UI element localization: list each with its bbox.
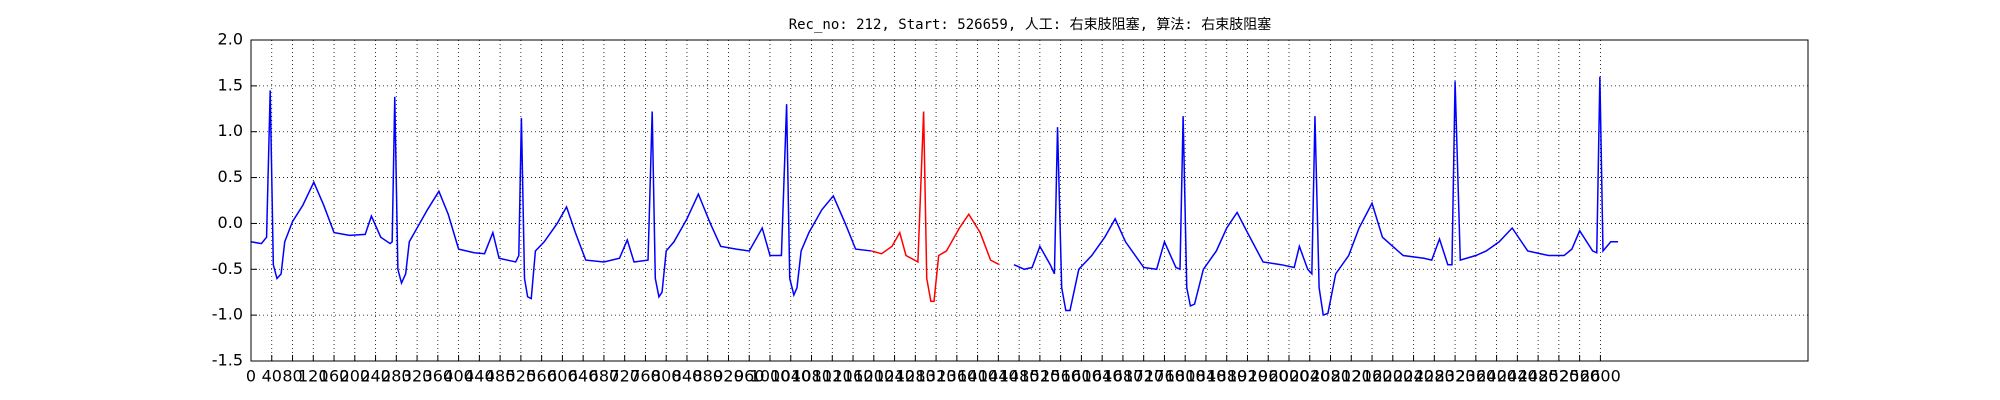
y-tick-label: 0.5 (218, 167, 243, 186)
x-tick-label: 1240 (874, 367, 915, 386)
x-tick-label: 80 (282, 367, 302, 386)
x-tick-label: 2160 (1352, 367, 1393, 386)
x-tick-label: 200 (340, 367, 371, 386)
chart-title: Rec_no: 212, Start: 526659, 人工: 右束肢阻塞, 算… (789, 16, 1272, 33)
x-tick-label: 1760 (1144, 367, 1185, 386)
x-tick-label: 1920 (1227, 367, 1268, 386)
x-tick-label: 2440 (1497, 367, 1538, 386)
x-tick-label: 1520 (1020, 367, 1061, 386)
x-tick-label: 880 (692, 367, 723, 386)
x-tick-label: 1720 (1123, 367, 1164, 386)
x-tick-label: 600 (547, 367, 578, 386)
x-tick-label: 1880 (1206, 367, 1247, 386)
x-tick-label: 400 (443, 367, 474, 386)
x-tick-label: 2360 (1455, 367, 1496, 386)
x-tick-label: 800 (651, 367, 682, 386)
x-tick-label: 1200 (853, 367, 894, 386)
x-tick-label: 160 (319, 367, 350, 386)
x-tick-label: 2200 (1372, 367, 1413, 386)
x-tick-label: 2120 (1331, 367, 1372, 386)
x-tick-label: 2520 (1539, 367, 1580, 386)
x-tick-label: 440 (464, 367, 495, 386)
x-tick-label: 40 (262, 367, 282, 386)
x-tick-label: 520 (506, 367, 537, 386)
y-tick-label: -0.5 (212, 259, 243, 278)
x-tick-label: 0 (246, 367, 256, 386)
x-tick-label: 1840 (1186, 367, 1227, 386)
y-tick-label: -1.5 (212, 351, 243, 370)
x-tick-label: 2400 (1476, 367, 1517, 386)
x-tick-label: 1680 (1103, 367, 1144, 386)
y-tick-label: 1.5 (218, 75, 243, 94)
x-tick-label: 960 (734, 367, 765, 386)
x-tick-label: 280 (381, 367, 412, 386)
x-tick-label: 1560 (1040, 367, 1081, 386)
x-tick-label: 240 (360, 367, 391, 386)
x-tick-label: 720 (609, 367, 640, 386)
x-tick-label: 360 (423, 367, 454, 386)
x-tick-label: 760 (630, 367, 661, 386)
x-tick-label: 2600 (1580, 367, 1621, 386)
x-tick-label: 1440 (978, 367, 1019, 386)
x-tick-label: 560 (526, 367, 557, 386)
x-tick-label: 1960 (1248, 367, 1289, 386)
y-tick-label: 0.0 (218, 213, 243, 232)
x-tick-label: 920 (713, 367, 744, 386)
y-tick-label: -1.0 (212, 305, 243, 324)
y-tick-label: 1.0 (218, 121, 243, 140)
x-tick-label: 640 (568, 367, 599, 386)
x-tick-label: 1120 (812, 367, 853, 386)
x-tick-label: 1280 (895, 367, 936, 386)
x-tick-label: 1160 (833, 367, 874, 386)
x-tick-label: 2080 (1310, 367, 1351, 386)
x-tick-label: 840 (672, 367, 703, 386)
x-tick-label: 2040 (1289, 367, 1330, 386)
x-tick-label: 1800 (1165, 367, 1206, 386)
x-tick-label: 2480 (1518, 367, 1559, 386)
x-tick-label: 680 (589, 367, 620, 386)
x-tick-label: 1000 (750, 367, 791, 386)
x-tick-label: 1360 (936, 367, 977, 386)
x-tick-label: 2240 (1393, 367, 1434, 386)
x-tick-label: 1640 (1082, 367, 1123, 386)
x-tick-label: 1320 (916, 367, 957, 386)
x-tick-label: 480 (485, 367, 516, 386)
x-tick-label: 2000 (1269, 367, 1310, 386)
x-tick-label: 1080 (791, 367, 832, 386)
plot-frame (250, 39, 1809, 362)
x-tick-label: 1480 (999, 367, 1040, 386)
x-tick-label: 1400 (957, 367, 998, 386)
ecg-line (250, 76, 1619, 317)
x-tick-label: 1040 (770, 367, 811, 386)
ecg-line (871, 111, 1000, 303)
x-tick-label: 1600 (1061, 367, 1102, 386)
x-tick-label: 2280 (1414, 367, 1455, 386)
x-tick-label: 2320 (1435, 367, 1476, 386)
x-tick-label: 320 (402, 367, 433, 386)
x-tick-label: 2560 (1559, 367, 1600, 386)
y-tick-label: 2.0 (218, 30, 243, 49)
x-tick-label: 120 (298, 367, 329, 386)
